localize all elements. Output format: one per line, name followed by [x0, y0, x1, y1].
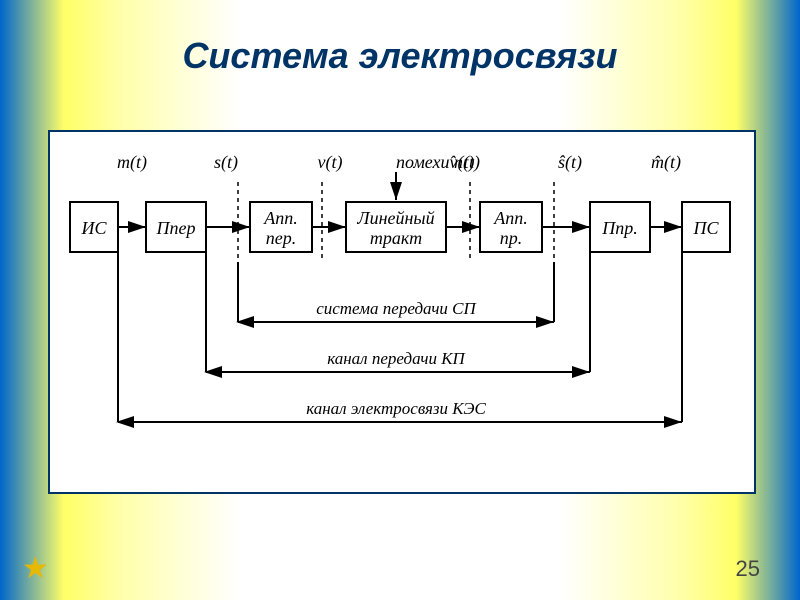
span-kp-label: канал передачи КП — [327, 349, 466, 368]
block-ppr: Ппр. — [590, 202, 650, 252]
block-app-pr: Апп. пр. — [480, 202, 542, 252]
page-number: 25 — [736, 556, 760, 582]
block-ps: ПС — [682, 202, 730, 252]
signal-noise: помехи n(t) — [396, 152, 480, 173]
block-line-label-2: тракт — [370, 228, 422, 248]
signal-v-t: v(t) — [318, 152, 343, 173]
signal-m-hat-t: m̂(t) — [651, 152, 681, 173]
block-is: ИС — [70, 202, 118, 252]
slide: Система электросвязи m(t) s(t) v(t) v̂(t… — [0, 0, 800, 600]
block-pper-label: Ппер — [156, 218, 196, 238]
block-ps-label: ПС — [692, 218, 719, 238]
block-app-pr-label-1: Апп. — [493, 208, 528, 228]
star-icon: ★ — [22, 551, 49, 586]
block-ppr-label: Ппр. — [601, 218, 638, 238]
diagram-svg: m(t) s(t) v(t) v̂(t) ŝ(t) m̂(t) помехи n… — [50, 132, 754, 492]
block-line: Линейный тракт — [346, 202, 446, 252]
signal-s-hat-t: ŝ(t) — [558, 152, 582, 173]
span-sp-label: система передачи СП — [316, 299, 477, 318]
block-app-per-label-2: пер. — [266, 228, 297, 248]
signal-s-t: s(t) — [214, 152, 238, 173]
block-app-per-label-1: Апп. — [263, 208, 298, 228]
span-kes-label: канал электросвязи КЭС — [306, 399, 486, 418]
signal-m-t: m(t) — [117, 152, 147, 173]
diagram-panel: m(t) s(t) v(t) v̂(t) ŝ(t) m̂(t) помехи n… — [48, 130, 756, 494]
block-line-label-1: Линейный — [356, 208, 434, 228]
slide-title: Система электросвязи — [0, 35, 800, 77]
block-pper: Ппер — [146, 202, 206, 252]
block-app-pr-label-2: пр. — [500, 228, 523, 248]
block-is-label: ИС — [80, 218, 107, 238]
block-app-per: Апп. пер. — [250, 202, 312, 252]
